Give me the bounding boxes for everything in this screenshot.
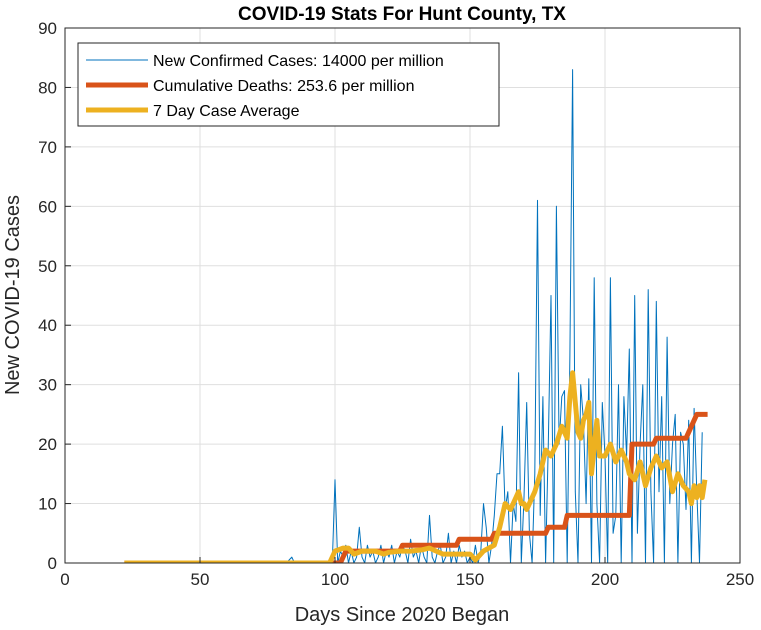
y-tick-label: 20 (38, 435, 57, 454)
legend-entry-new-cases: New Confirmed Cases: 14000 per million (86, 53, 444, 70)
legend-entry-cumulative-deaths: Cumulative Deaths: 253.6 per million (86, 78, 414, 95)
seven-day-average-line (124, 370, 708, 563)
y-tick-label: 30 (38, 376, 57, 395)
chart-title: COVID-19 Stats For Hunt County, TX (238, 4, 566, 25)
legend-box (77, 42, 500, 127)
x-axis-label: Days Since 2020 Began (295, 604, 510, 626)
legend-label: 7 Day Case Average (153, 103, 300, 120)
legend-label: New Confirmed Cases: 14000 per million (153, 53, 444, 70)
legend-entry-seven-day-average: 7 Day Case Average (86, 103, 300, 120)
x-tick-label: 150 (456, 570, 484, 589)
plot-frame (64, 27, 741, 564)
y-tick-label: 60 (38, 197, 57, 216)
x-tick-label: 250 (726, 570, 754, 589)
x-tick-label: 0 (60, 570, 69, 589)
x-tick-label: 200 (591, 570, 619, 589)
axis-ticks: 0 50 100 150 200 250 0 10 20 30 40 50 60 70 80 90 (38, 19, 754, 589)
y-tick-label: 10 (38, 495, 57, 514)
series-layer (124, 69, 708, 563)
y-tick-label: 40 (38, 316, 57, 335)
y-tick-label: 80 (38, 78, 57, 97)
y-axis-label: New COVID-19 Cases (2, 195, 24, 395)
y-tick-label: 90 (38, 19, 57, 38)
y-tick-label: 0 (48, 554, 57, 573)
x-tick-label: 50 (191, 570, 210, 589)
y-tick-label: 70 (38, 138, 57, 157)
legend: New Confirmed Cases: 14000 per million Cu… (77, 42, 500, 127)
x-tick-label: 100 (321, 570, 349, 589)
legend-label: Cumulative Deaths: 253.6 per million (153, 78, 414, 95)
y-tick-label: 50 (38, 257, 57, 276)
